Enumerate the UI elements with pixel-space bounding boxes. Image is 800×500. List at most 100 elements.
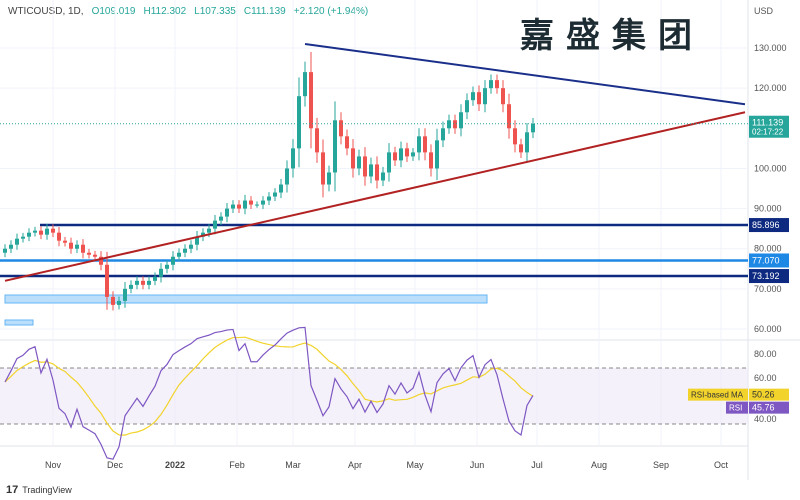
x-tick-label: Apr — [348, 460, 362, 470]
level-price-tag — [749, 218, 789, 233]
candle-body — [495, 80, 499, 89]
candle-body — [411, 152, 415, 157]
candle-body — [27, 232, 31, 237]
candle-body — [417, 136, 421, 153]
candle-body — [117, 300, 121, 305]
high-value: H112.302 — [143, 6, 187, 17]
candle-body — [333, 120, 337, 173]
level-price-tag — [749, 253, 789, 268]
candle-body — [147, 280, 151, 285]
rsi-name-tag — [726, 401, 748, 414]
close-value: C111.139 — [243, 6, 286, 17]
candle-body — [387, 152, 391, 173]
y-tick-label: 100.000 — [754, 163, 787, 173]
y-tick-label: 130.000 — [754, 43, 787, 53]
candle-body — [219, 216, 223, 221]
candle-body — [369, 164, 373, 177]
candle-body — [423, 136, 427, 153]
level-price-label: 73.192 — [752, 271, 780, 281]
candle-body — [381, 172, 385, 181]
candle-body — [429, 152, 433, 169]
candle-body — [51, 228, 55, 233]
open-value: O109.019 — [91, 6, 136, 17]
currency-label: USD — [754, 6, 774, 16]
candle-body — [513, 128, 517, 145]
candle-body — [87, 252, 91, 255]
x-tick-label: Jul — [531, 460, 543, 470]
candle-body — [441, 128, 445, 141]
candle-body — [9, 244, 13, 249]
x-tick-label: Aug — [591, 460, 607, 470]
countdown-label: 02:17:22 — [752, 128, 784, 137]
rsi-ma-name: RSI-based MA — [691, 391, 744, 400]
candle-body — [321, 152, 325, 185]
candle-body — [195, 236, 199, 245]
trendline-lower — [4, 111, 746, 282]
x-tick-label: Dec — [107, 460, 124, 470]
rsi-value: 45.76 — [752, 403, 775, 413]
candle-body — [435, 140, 439, 169]
x-tick-label: 2022 — [165, 460, 185, 470]
x-tick-label: Feb — [229, 460, 245, 470]
candle-body — [297, 96, 301, 149]
candle-body — [357, 156, 361, 169]
support-zone — [4, 294, 488, 304]
candle-body — [399, 148, 403, 161]
y-tick-label: 80.000 — [754, 244, 782, 254]
candle-body — [375, 164, 379, 181]
candle-body — [15, 238, 19, 245]
level-price-tag — [749, 269, 789, 284]
candle-body — [519, 144, 523, 153]
symbol-header: WTICOUSD, 1D, O109.019 H112.302 L107.335… — [8, 6, 368, 17]
candle-body — [507, 104, 511, 129]
candle-body — [105, 264, 109, 297]
candle-body — [123, 288, 127, 301]
candle-body — [279, 184, 283, 193]
candle-body — [21, 236, 25, 239]
candle-body — [243, 200, 247, 209]
candle-body — [99, 256, 103, 265]
rsi-tick-label: 60.00 — [754, 373, 777, 383]
candle-body — [393, 152, 397, 161]
candle-body — [201, 232, 205, 237]
candle-body — [93, 254, 97, 257]
rsi-name: RSI — [729, 404, 742, 413]
rsi-ma-name-tag — [688, 388, 748, 401]
candle-body — [489, 80, 493, 89]
rsi-band — [0, 368, 748, 424]
candle-body — [39, 230, 43, 235]
candle-body — [165, 264, 169, 269]
symbol-name[interactable]: WTICOUSD, 1D, — [8, 6, 84, 17]
candle-body — [141, 280, 145, 285]
candle-body — [129, 284, 133, 289]
candle-body — [447, 120, 451, 129]
candle-body — [183, 248, 187, 253]
candle-body — [69, 242, 73, 249]
candle-body — [531, 123, 535, 133]
candle-body — [291, 148, 295, 169]
y-tick-label: 70.000 — [754, 284, 782, 294]
candle-body — [207, 228, 211, 233]
candle-body — [459, 112, 463, 129]
tradingview-logo: 17 TradingView — [6, 484, 72, 496]
candle-body — [261, 200, 265, 205]
candle-body — [303, 72, 307, 97]
candle-body — [267, 196, 271, 201]
x-tick-label: May — [406, 460, 424, 470]
watermark: 嘉盛集团 — [520, 16, 704, 56]
candle-body — [189, 244, 193, 249]
candle-body — [111, 296, 115, 305]
candle-body — [309, 72, 313, 129]
candle-body — [471, 92, 475, 101]
last-price-tag — [749, 115, 789, 138]
candle-body — [159, 268, 163, 277]
candle-body — [363, 156, 367, 177]
y-tick-label: 60.000 — [754, 324, 782, 334]
candle-body — [63, 240, 67, 243]
candle-body — [177, 252, 181, 257]
candle-body — [351, 148, 355, 169]
candle-body — [327, 172, 331, 185]
x-tick-label: Mar — [285, 460, 301, 470]
candle-body — [339, 120, 343, 137]
